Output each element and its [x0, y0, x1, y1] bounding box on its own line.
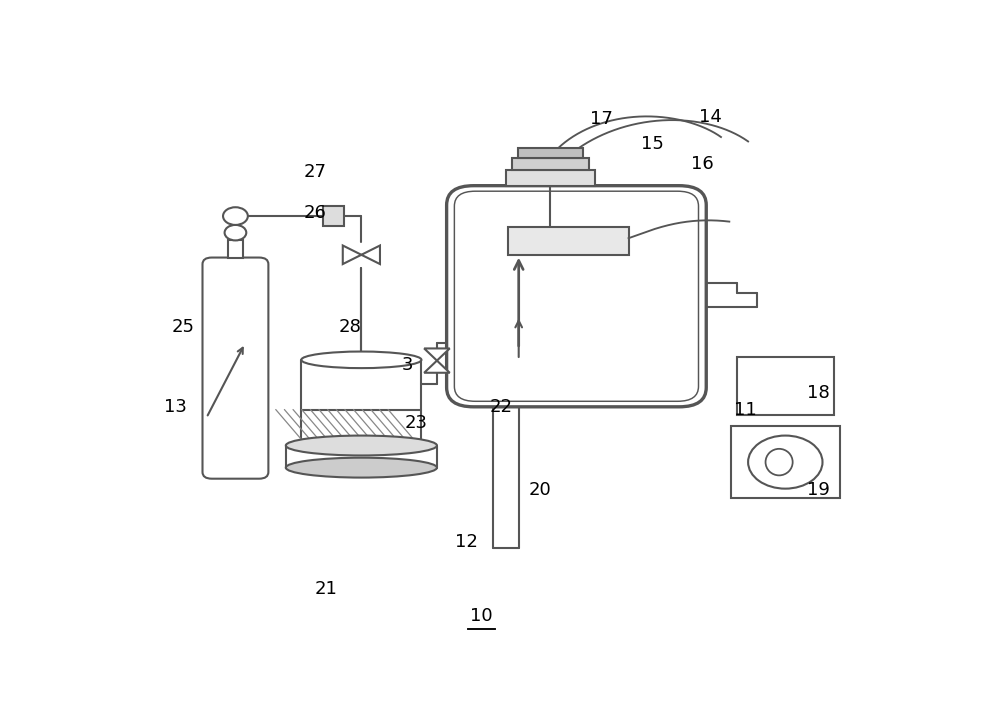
Polygon shape	[424, 360, 450, 373]
Text: 10: 10	[470, 607, 493, 625]
Text: 17: 17	[590, 111, 613, 129]
FancyBboxPatch shape	[447, 186, 706, 407]
Ellipse shape	[286, 457, 437, 477]
Circle shape	[225, 225, 246, 241]
Text: 12: 12	[455, 533, 477, 551]
Text: 14: 14	[699, 108, 722, 126]
Polygon shape	[361, 246, 380, 264]
Bar	[323, 206, 344, 226]
Bar	[506, 170, 595, 186]
Text: 19: 19	[807, 481, 830, 499]
Text: 28: 28	[338, 317, 361, 335]
Bar	[512, 158, 589, 170]
Bar	[737, 357, 834, 415]
Text: 18: 18	[807, 384, 830, 402]
Text: 22: 22	[489, 398, 512, 416]
Bar	[518, 148, 583, 158]
Circle shape	[748, 436, 823, 489]
Bar	[731, 426, 840, 498]
Text: 3: 3	[402, 356, 414, 374]
Text: 16: 16	[691, 154, 714, 172]
Ellipse shape	[301, 352, 421, 368]
Text: 26: 26	[303, 205, 326, 223]
Circle shape	[223, 208, 248, 225]
Polygon shape	[424, 348, 450, 360]
Text: 27: 27	[303, 163, 326, 181]
FancyBboxPatch shape	[202, 258, 268, 479]
Ellipse shape	[766, 449, 793, 475]
Text: 20: 20	[528, 481, 551, 499]
Text: 15: 15	[641, 135, 663, 153]
Text: 13: 13	[164, 398, 187, 416]
Text: 21: 21	[315, 580, 338, 598]
Text: 23: 23	[404, 414, 427, 432]
Bar	[228, 240, 243, 258]
Text: 25: 25	[172, 317, 195, 335]
Ellipse shape	[286, 436, 437, 455]
Text: 11: 11	[734, 401, 756, 419]
Polygon shape	[343, 246, 361, 264]
Bar	[508, 227, 629, 255]
